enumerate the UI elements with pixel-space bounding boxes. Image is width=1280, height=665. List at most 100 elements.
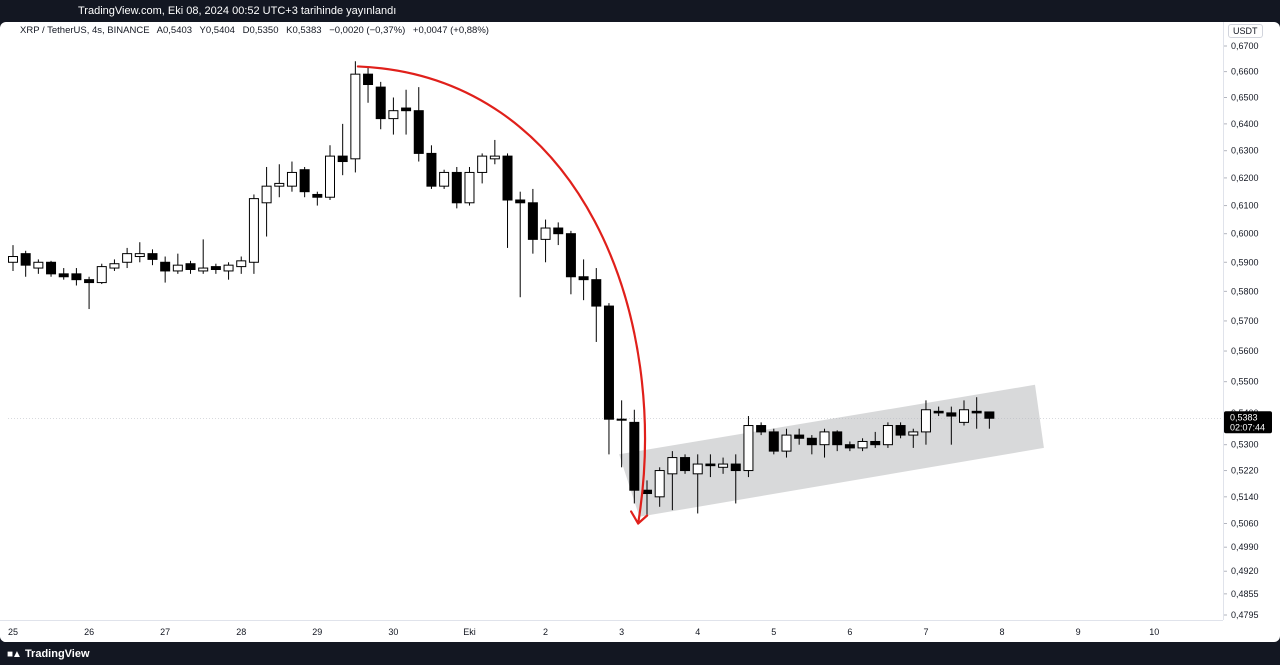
time-scale[interactable]: 25 26 27 28 29 30 Eki 2 3 4 5 6 7 8 9 10 (0, 620, 1223, 642)
candle-up (920, 409, 931, 433)
candle-down (629, 421, 640, 491)
candle-down (299, 169, 310, 193)
candle-down (705, 463, 716, 467)
chart-plot-area[interactable]: XRP / TetherUS, 4s, BINANCE A0,5403 Y0,5… (8, 22, 1223, 620)
candle-down (312, 193, 323, 198)
candle-down (895, 425, 906, 436)
candle-up (692, 463, 703, 475)
price-tick-label: 0,6300 (1231, 146, 1259, 156)
candle-down (337, 155, 348, 163)
price-tick-label: 0,4855 (1231, 589, 1259, 599)
rising-channel-shape (619, 384, 1044, 517)
candle-up (122, 253, 133, 263)
candle-down (185, 263, 196, 270)
price-tick-label: 0,5140 (1231, 492, 1259, 502)
price-scale[interactable]: USDT 0,6700 0,6600 0,6500 0,6400 0,6300 0,620… (1223, 22, 1274, 620)
legend-change: −0,0020 (−0,37%) (329, 25, 406, 36)
time-tick-label: 3 (619, 627, 624, 637)
price-tick-label: 0,5220 (1231, 466, 1259, 476)
price-tick-label: 0,4920 (1231, 566, 1259, 576)
candle-down (984, 411, 995, 419)
candle-up (616, 418, 627, 421)
bar-countdown-label: 02:07:44 (1230, 422, 1265, 432)
candle-down (160, 261, 171, 272)
price-tick-label: 0,6400 (1231, 119, 1259, 129)
time-tick-label: 7 (923, 627, 928, 637)
time-tick-label: 27 (160, 627, 170, 637)
time-axis: 25 26 27 28 29 30 Eki 2 3 4 5 6 7 8 9 10 (8, 627, 1159, 637)
time-tick-label: 29 (312, 627, 322, 637)
candle-down (933, 410, 944, 414)
candle-down (58, 273, 69, 278)
candle-down (71, 273, 82, 281)
candle-up (439, 171, 450, 187)
candle-up (464, 171, 475, 204)
tradingview-logo[interactable]: ■▲ TradingView (7, 648, 90, 660)
tv-logo-text: TradingView (24, 648, 90, 660)
price-tick-label: 0,6700 (1231, 41, 1259, 51)
legend-low: D0,5350 (242, 25, 279, 36)
candle-down (502, 155, 513, 201)
time-tick-label: 2 (543, 627, 548, 637)
time-tick-label: 10 (1149, 627, 1159, 637)
candle-up (223, 264, 234, 272)
published-info: TradingView.com, Eki 08, 2024 00:52 UTC+… (78, 5, 397, 17)
last-price-label: 0,5383 (1230, 412, 1258, 422)
price-tick-label: 0,4990 (1231, 542, 1259, 552)
price-tick-label: 0,5300 (1231, 440, 1259, 450)
legend-high: Y0,5404 (199, 25, 235, 36)
candle-up (236, 260, 247, 268)
candle-up (718, 463, 729, 468)
price-tick-label: 0,6000 (1231, 229, 1259, 239)
time-tick-label: 28 (236, 627, 246, 637)
candle-up (286, 171, 297, 187)
candle-down (730, 463, 741, 472)
candle-up (667, 457, 678, 475)
red-arrow-head (630, 510, 649, 525)
time-tick-label: Eki (463, 627, 476, 637)
candle-down (642, 489, 652, 495)
red-arrow-curve (356, 65, 647, 525)
symbol-legend: XRP / TetherUS, 4s, BINANCE A0,5403 Y0,5… (20, 25, 494, 36)
candle-up (33, 261, 44, 269)
candle-down (603, 305, 614, 420)
candle-up (959, 409, 969, 423)
currency-label[interactable]: USDT (1228, 24, 1263, 38)
candle-down (756, 425, 767, 433)
price-tick-label: 0,6500 (1231, 93, 1259, 103)
candle-up (261, 185, 272, 204)
time-tick-label: 4 (695, 627, 700, 637)
candle-down (553, 227, 564, 235)
candle-up (819, 431, 830, 446)
legend-open: A0,5403 (156, 25, 193, 36)
tv-logo-icon: ■▲ (7, 649, 22, 660)
candle-down (363, 73, 374, 86)
candle-up (109, 263, 120, 269)
candle-up (96, 266, 107, 284)
time-tick-label: 30 (388, 627, 398, 637)
candle-up (540, 227, 551, 240)
legend-symbol[interactable]: XRP / TetherUS, 4s, BINANCE (20, 25, 150, 36)
time-tick-label: 5 (771, 627, 776, 637)
candle-down (84, 279, 95, 284)
legend-close: K0,5383 (286, 25, 322, 36)
candle-up (350, 73, 361, 160)
price-axis: 0,6700 0,6600 0,6500 0,6400 0,6300 0,6200 0,61… (1224, 41, 1272, 620)
candle-up (477, 155, 488, 173)
price-tick-label: 0,6100 (1231, 201, 1259, 211)
price-tick-label: 0,4795 (1231, 610, 1259, 620)
candle-down (971, 410, 982, 414)
candle-down (426, 152, 437, 187)
candle-down (210, 266, 221, 270)
price-tick-label: 0,5600 (1231, 346, 1259, 356)
candlestick-chart[interactable] (8, 22, 1223, 620)
candle-down (832, 431, 843, 446)
candle-up (781, 434, 792, 452)
candle-down (401, 107, 412, 112)
candle-up (489, 155, 500, 160)
price-tick-label: 0,5800 (1231, 286, 1259, 296)
candle-up (134, 253, 145, 258)
candle-up (198, 267, 209, 272)
chart-frame: XRP / TetherUS, 4s, BINANCE A0,5403 Y0,5… (0, 22, 1280, 642)
candle-up (8, 256, 18, 263)
